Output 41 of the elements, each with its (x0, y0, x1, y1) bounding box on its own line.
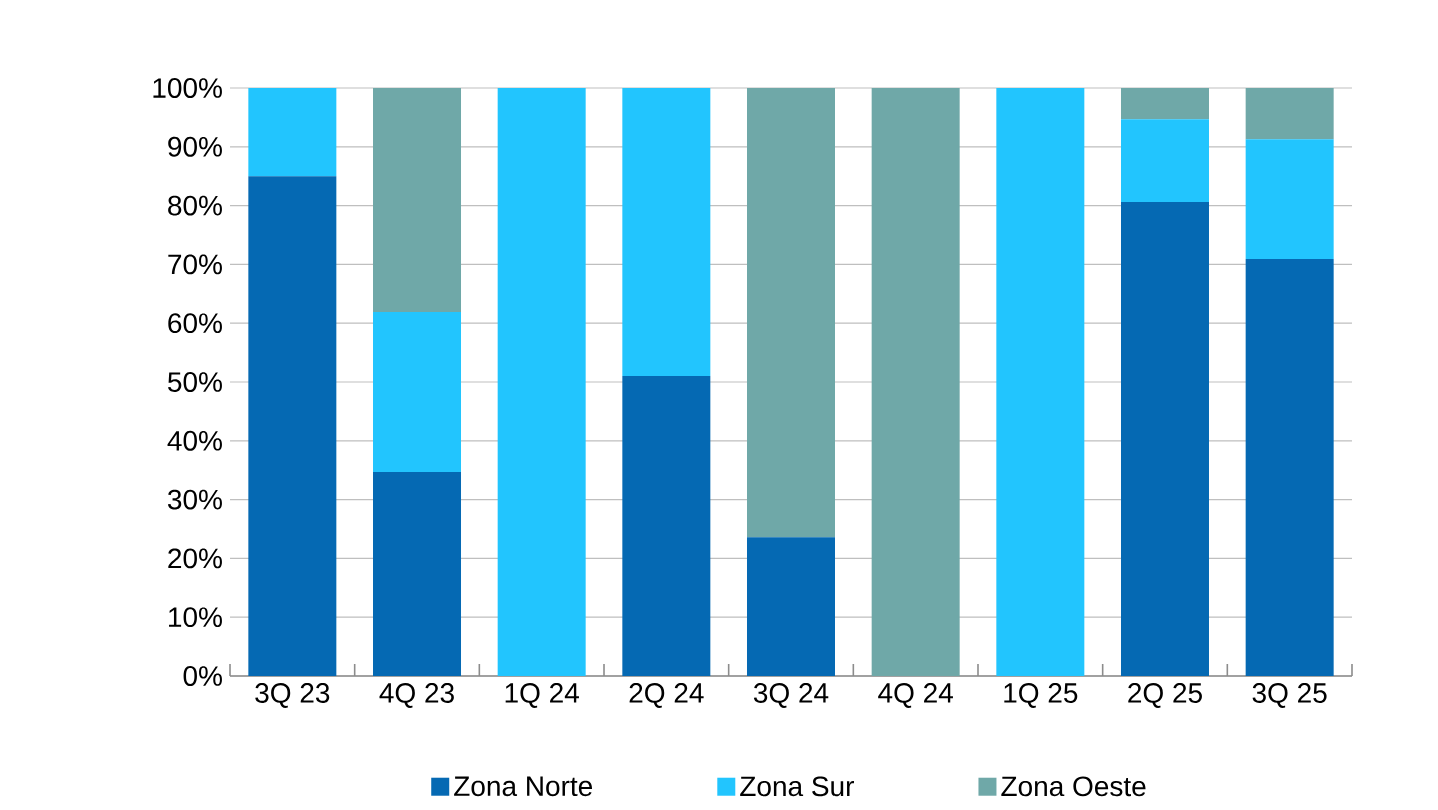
bar (373, 471, 462, 676)
bar (1120, 88, 1209, 120)
x-tick-label: 2Q 24 (629, 683, 704, 708)
bar (248, 176, 337, 676)
bar (248, 88, 337, 177)
x-tick-label: 3Q 24 (753, 683, 829, 708)
bar (373, 312, 462, 472)
legend-label: Zona Sur (740, 776, 854, 797)
y-tick-label: 30% (167, 489, 222, 510)
bar (1120, 119, 1209, 203)
y-tick-label: 40% (167, 430, 222, 451)
bar (497, 88, 586, 676)
legend-label: Zona Norte (454, 776, 593, 797)
y-tick-label: 50% (168, 372, 222, 392)
bar (871, 88, 960, 676)
y-tick-label: 20% (168, 548, 222, 569)
y-tick-label: 60% (168, 313, 222, 334)
bar (1120, 202, 1209, 676)
bar (747, 537, 835, 676)
bar (622, 88, 711, 377)
x-tick-label: 4Q 24 (878, 683, 953, 708)
bar (1245, 88, 1334, 140)
y-tick-label: 10% (169, 607, 222, 628)
x-tick-label: 3Q 25 (1252, 683, 1327, 708)
y-tick-label: 90% (168, 136, 222, 157)
y-tick-label: 70% (168, 254, 222, 275)
y-tick-label: 0% (183, 666, 222, 686)
x-tick-label: 2Q 25 (1128, 683, 1202, 708)
y-tick-label: 100% (153, 78, 222, 98)
x-tick-label: 3Q 23 (255, 683, 330, 708)
bar (373, 88, 462, 313)
x-tick-label: 1Q 25 (1004, 683, 1078, 708)
bar (1245, 139, 1334, 260)
bar (996, 88, 1085, 676)
legend-label: Zona Oeste (1001, 776, 1146, 797)
bar (1245, 259, 1334, 676)
x-tick-label: 4Q 23 (379, 683, 454, 708)
bar (747, 88, 835, 538)
y-tick-label: 80% (168, 195, 222, 216)
bar (622, 376, 711, 676)
x-tick-label: 1Q 24 (505, 683, 579, 708)
